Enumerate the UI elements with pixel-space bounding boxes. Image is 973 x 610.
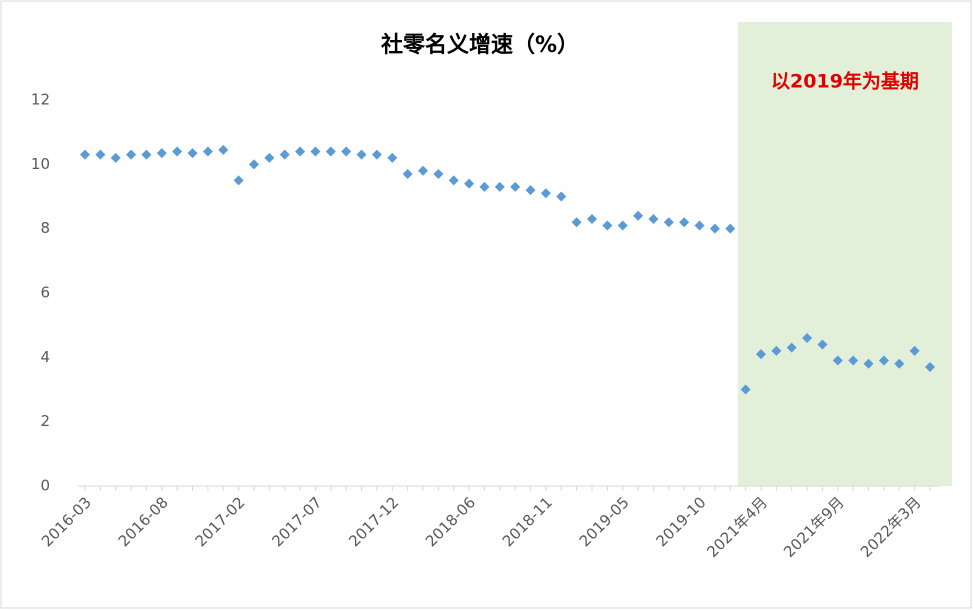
point	[264, 152, 275, 163]
annotation: 以2019年为基期	[771, 70, 919, 93]
y-tick-label: 6	[40, 284, 50, 302]
point	[802, 333, 813, 344]
point	[448, 175, 459, 186]
point	[80, 149, 90, 160]
point	[756, 349, 766, 360]
point	[126, 149, 137, 160]
point	[832, 355, 843, 366]
highlight-region	[737, 22, 952, 486]
point	[479, 181, 490, 192]
y-tick-label: 4	[40, 348, 50, 366]
point	[494, 181, 505, 192]
point	[187, 148, 198, 159]
y-tick-label: 0	[40, 477, 50, 495]
point	[633, 210, 644, 221]
point	[786, 342, 797, 353]
point	[172, 146, 183, 157]
point	[249, 159, 259, 170]
point	[464, 178, 475, 189]
point	[433, 168, 444, 179]
point	[663, 217, 674, 228]
point	[679, 217, 690, 228]
point	[740, 384, 751, 395]
point	[587, 214, 597, 225]
point	[279, 149, 290, 160]
point	[387, 152, 398, 163]
point	[233, 175, 244, 186]
point	[325, 146, 336, 157]
point	[295, 146, 306, 157]
point	[771, 345, 782, 356]
point	[418, 165, 428, 176]
point	[848, 355, 859, 366]
point	[202, 146, 213, 157]
point	[709, 223, 720, 234]
point	[556, 191, 567, 202]
point	[371, 149, 382, 160]
point	[725, 223, 736, 234]
point	[863, 358, 874, 369]
point	[310, 146, 321, 157]
point	[648, 214, 659, 225]
point	[356, 149, 367, 160]
point	[95, 149, 106, 160]
point	[878, 355, 889, 366]
y-tick-label: 10	[31, 155, 50, 173]
point	[909, 345, 920, 356]
point	[694, 220, 705, 231]
point	[894, 358, 905, 369]
point	[510, 181, 521, 192]
point	[218, 144, 229, 155]
background-layer	[737, 22, 952, 486]
point	[571, 217, 582, 228]
point	[525, 185, 536, 196]
y-tick-label: 12	[31, 91, 50, 109]
point	[402, 168, 413, 179]
point	[617, 220, 628, 231]
y-tick-label: 2	[40, 412, 50, 430]
point	[341, 146, 352, 157]
point	[540, 188, 551, 199]
point	[141, 149, 152, 160]
point	[110, 152, 121, 163]
chart-title: 社零名义增速（%）	[381, 32, 579, 58]
point	[156, 148, 167, 159]
point	[817, 339, 828, 350]
point	[602, 220, 613, 231]
y-tick-label: 8	[40, 219, 50, 237]
point	[925, 361, 935, 372]
